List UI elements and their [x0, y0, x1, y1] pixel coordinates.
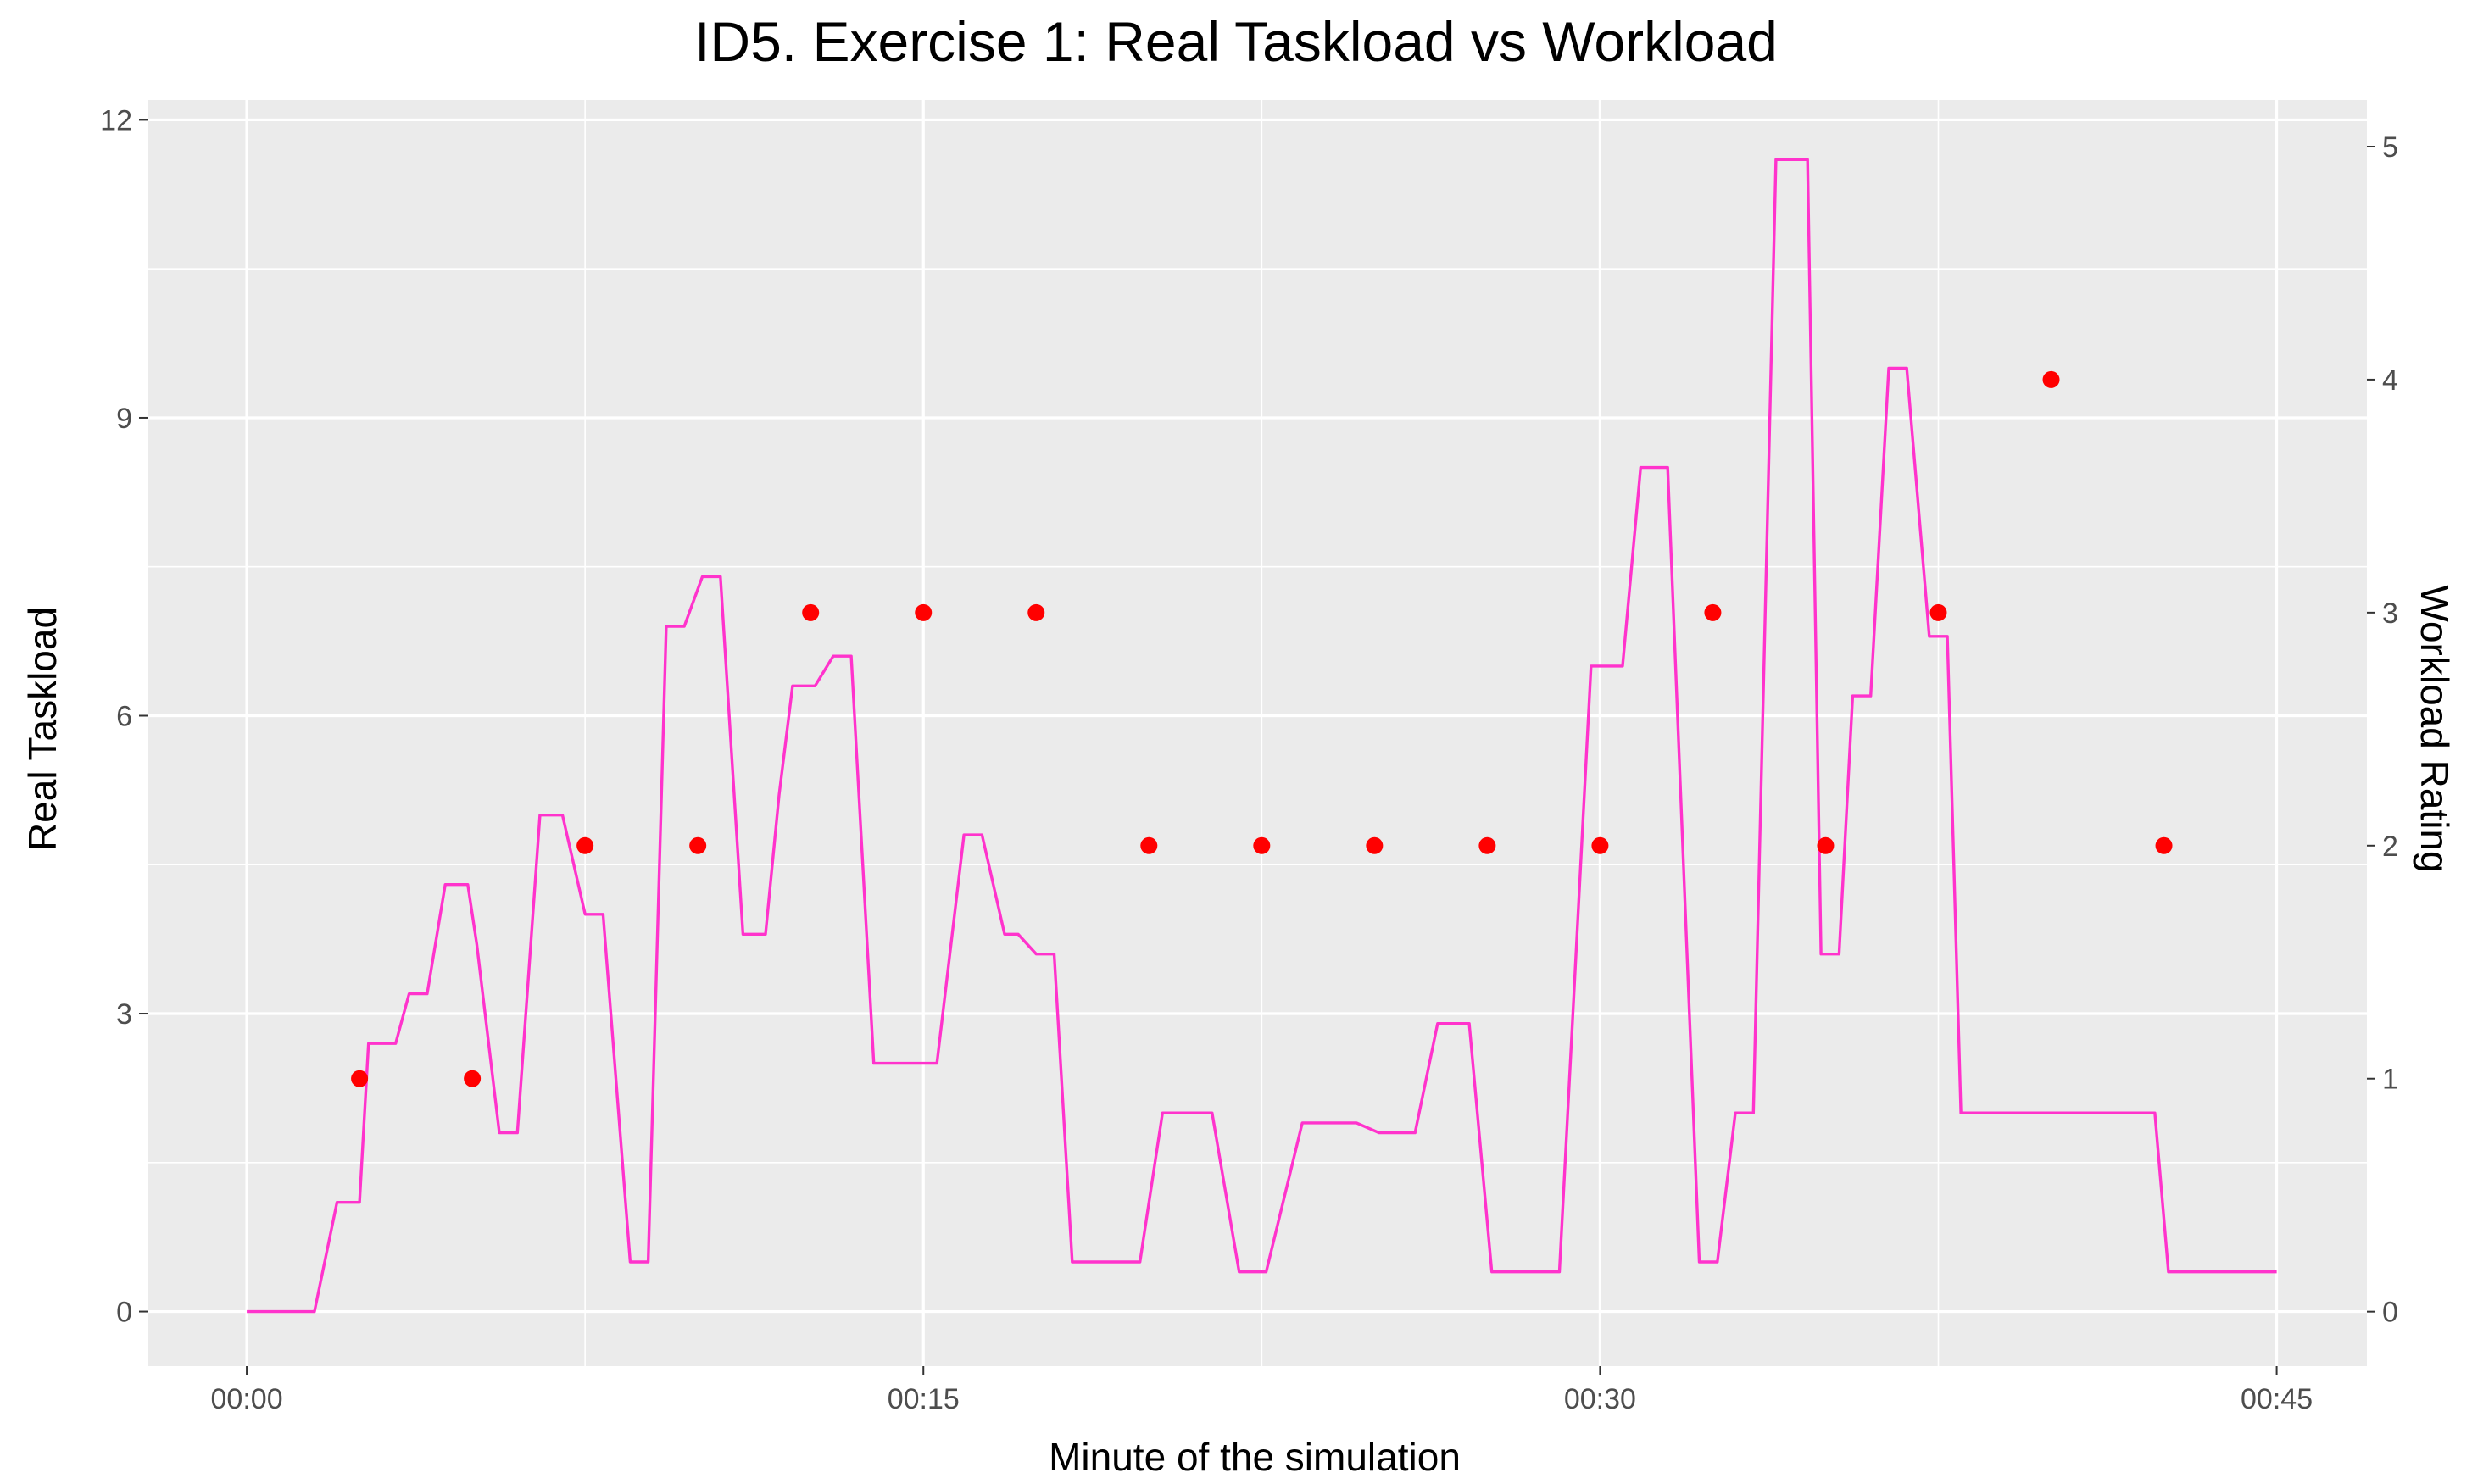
workload-point: [802, 603, 820, 621]
x-axis-title: Minute of the simulation: [1049, 1435, 1461, 1479]
workload-point: [2042, 370, 2060, 388]
y-tick-label: 3: [116, 998, 132, 1031]
workload-point: [1253, 836, 1271, 854]
y2-tick-label: 5: [2382, 131, 2398, 164]
grid-lines: [148, 100, 2367, 1366]
workload-point: [1704, 603, 1722, 621]
y-tick-label: 12: [100, 104, 132, 136]
workload-point: [2155, 836, 2173, 854]
y2-tick-label: 0: [2382, 1297, 2398, 1329]
workload-point: [464, 1070, 482, 1087]
y-tick-label: 0: [116, 1297, 132, 1329]
y-axis-title: Real Taskload: [20, 607, 64, 851]
chart-title: ID5. Exercise 1: Real Taskload vs Worklo…: [694, 10, 1778, 73]
taskload-line-layer: [247, 158, 2277, 1314]
y2-tick-label: 2: [2382, 831, 2398, 863]
y2-axis-title: Workload Rating: [2413, 585, 2457, 872]
workload-point: [1929, 603, 1947, 621]
x-tick-label: 00:30: [1564, 1383, 1636, 1415]
y2-tick-label: 3: [2382, 597, 2398, 630]
workload-point: [576, 836, 594, 854]
x-tick-label: 00:00: [211, 1383, 283, 1415]
workload-point: [1591, 836, 1609, 854]
x-tick-label: 00:15: [888, 1383, 960, 1415]
y2-tick-label: 4: [2382, 364, 2398, 397]
x-tick-label: 00:45: [2241, 1383, 2313, 1415]
workload-point: [1478, 836, 1496, 854]
y-tick-label: 9: [116, 403, 132, 435]
workload-point: [915, 603, 933, 621]
workload-point: [351, 1070, 369, 1087]
taskload-line: [247, 158, 2277, 1314]
y-tick-label: 6: [116, 700, 132, 732]
plot-panel: [148, 100, 2367, 1366]
workload-point: [1366, 836, 1384, 854]
y2-tick-label: 1: [2382, 1064, 2398, 1096]
workload-point: [1140, 836, 1158, 854]
workload-point: [689, 836, 707, 854]
workload-points-layer: [351, 370, 2173, 1087]
workload-point: [1817, 836, 1835, 854]
workload-point: [1027, 603, 1045, 621]
